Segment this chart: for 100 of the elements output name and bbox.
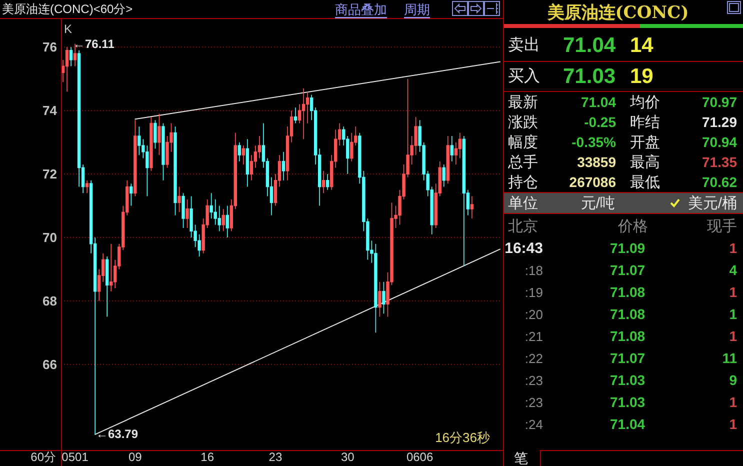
x-tick-label: 30 xyxy=(340,450,355,464)
candlestick xyxy=(442,164,446,188)
text: 1 xyxy=(729,394,738,410)
candlestick xyxy=(106,256,109,318)
text: 美元/桶 xyxy=(688,194,737,212)
x-tick-label: 23 xyxy=(268,450,282,464)
text: 商品叠加 xyxy=(335,2,387,16)
candlestick xyxy=(462,136,466,266)
y-tick-label: 72 xyxy=(42,166,57,182)
candlestick xyxy=(162,122,165,181)
text: :23 xyxy=(524,394,543,410)
text: 最低 xyxy=(630,174,660,190)
text: 16:43 xyxy=(504,240,543,256)
annotation: K xyxy=(64,22,72,36)
text: 均价 xyxy=(629,94,660,110)
text: 开盘 xyxy=(630,134,660,150)
candlestick xyxy=(178,186,181,213)
text: 价格 xyxy=(617,218,648,234)
candlestick xyxy=(294,107,298,124)
text: 卖出 xyxy=(508,36,540,54)
text: 总手 xyxy=(507,154,538,170)
text: 71.04 xyxy=(563,34,616,56)
text: 70.97 xyxy=(702,94,738,110)
candlestick xyxy=(65,46,69,92)
candlestick xyxy=(326,174,330,190)
text: 71.03 xyxy=(610,394,646,410)
annotation: 16分36秒 xyxy=(435,430,490,444)
text: 4 xyxy=(729,262,738,278)
text: 1 xyxy=(729,416,738,432)
candlestick xyxy=(150,116,153,172)
text: 买入 xyxy=(508,66,540,84)
text: -0.35% xyxy=(572,134,617,150)
text: 最新 xyxy=(508,94,538,110)
y-tick-label: 70 xyxy=(42,230,57,245)
candlestick xyxy=(154,120,157,150)
chart-title: 美原油连(CONC)<60分> xyxy=(2,2,133,16)
text: 267086 xyxy=(569,174,616,190)
candlestick xyxy=(470,196,474,219)
text: 71.04 xyxy=(610,416,646,432)
candlestick xyxy=(110,243,113,292)
text: 9 xyxy=(729,372,738,388)
text: 11 xyxy=(722,350,738,366)
text: :18 xyxy=(524,262,543,278)
candlestick xyxy=(174,126,177,216)
text: :22 xyxy=(524,350,543,366)
text: 1 xyxy=(729,284,738,300)
annotation: ←63.79 xyxy=(96,427,138,441)
text: 19 xyxy=(630,64,654,88)
candlestick xyxy=(374,243,378,334)
text: :21 xyxy=(524,328,543,344)
candlestick xyxy=(446,136,450,184)
x-tick-label: 09 xyxy=(128,450,142,464)
candlestick xyxy=(238,142,242,162)
candlestick xyxy=(134,120,137,197)
text: 昨结 xyxy=(630,114,660,130)
y-tick-label: 66 xyxy=(42,356,57,372)
text: :23 xyxy=(524,372,543,388)
candlestick xyxy=(282,151,286,181)
candlestick xyxy=(130,183,133,206)
text: 单位 xyxy=(508,194,538,212)
text: :19 xyxy=(524,284,543,300)
text: 71.08 xyxy=(610,306,646,322)
y-tick-label: 74 xyxy=(42,103,58,118)
y-tick-label: 68 xyxy=(42,293,57,308)
candlestick xyxy=(138,126,141,156)
text: 持仓 xyxy=(508,174,538,190)
candlestick xyxy=(182,192,185,228)
text: 幅度 xyxy=(508,134,538,150)
text: :20 xyxy=(524,306,543,322)
text: 美原油连(CONC) xyxy=(546,3,689,23)
candlestick xyxy=(242,145,246,165)
text: 1 xyxy=(729,240,738,256)
text: 71.29 xyxy=(702,114,738,130)
candlestick xyxy=(69,46,73,67)
text: 北京 xyxy=(508,218,538,234)
candlestick xyxy=(222,208,225,232)
x-tick-label: 0501 xyxy=(62,450,89,464)
candlestick xyxy=(322,170,326,194)
text: 71.07 xyxy=(610,350,646,366)
text: 70.94 xyxy=(702,134,738,150)
text: 71.07 xyxy=(610,262,646,278)
text: 现手 xyxy=(707,218,737,234)
text: 33859 xyxy=(577,154,616,170)
text: :24 xyxy=(524,416,543,432)
text: -0.25 xyxy=(584,114,616,130)
text: 周期 xyxy=(404,2,430,16)
x-tick-label: 0606 xyxy=(406,450,434,464)
candlestick xyxy=(302,88,306,140)
candlestick xyxy=(73,43,77,67)
text: 71.03 xyxy=(610,372,646,388)
text: 元/吨 xyxy=(580,194,616,212)
text: 70.62 xyxy=(702,174,738,190)
text: 1 xyxy=(729,306,738,322)
candlestick xyxy=(226,205,229,238)
text: 14 xyxy=(630,34,654,56)
x-axis-title: 60分 xyxy=(30,450,56,464)
candlestick xyxy=(450,136,454,162)
candlestick xyxy=(186,199,189,228)
text: 71.08 xyxy=(610,284,646,300)
text: 71.35 xyxy=(702,154,738,170)
